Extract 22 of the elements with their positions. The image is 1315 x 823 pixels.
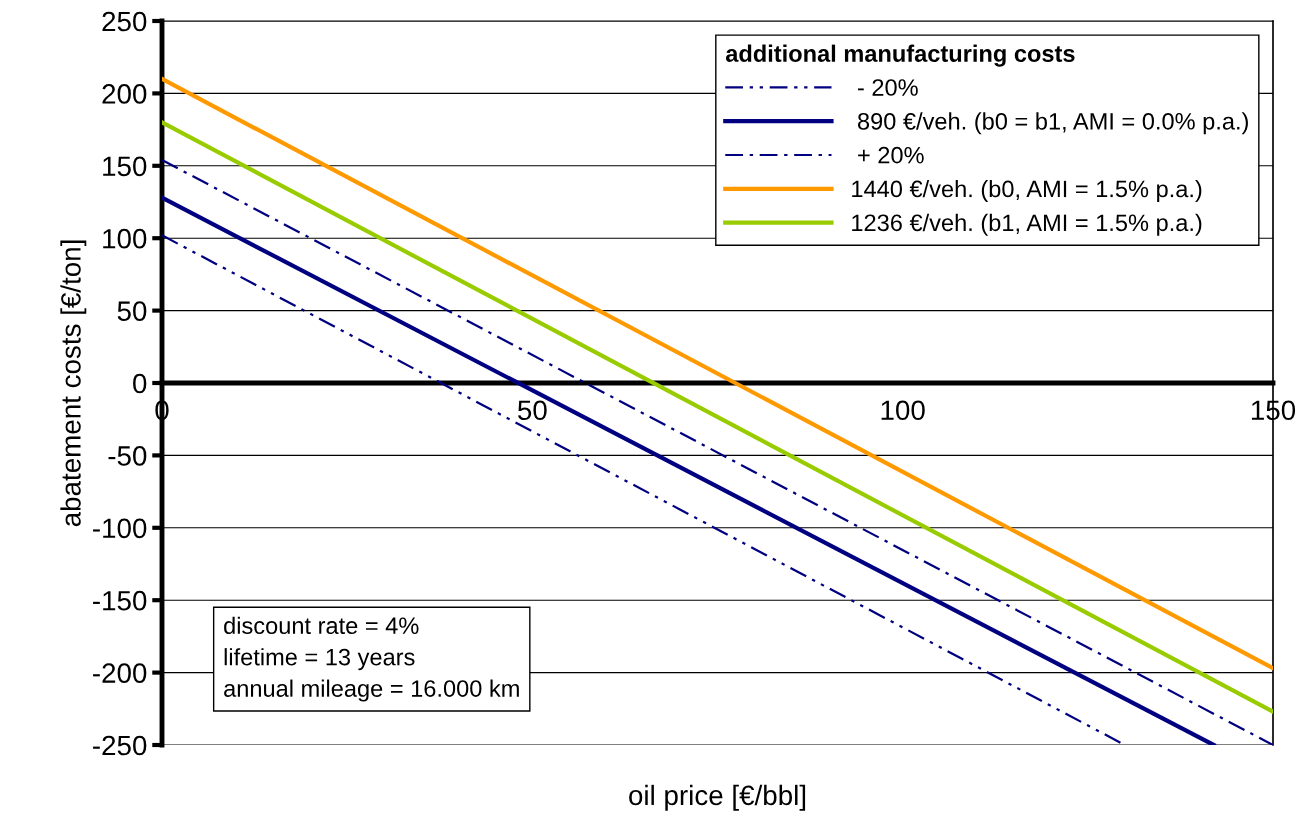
- y-tick-label: 200: [102, 84, 147, 104]
- y-tick-label: 100: [103, 228, 147, 249]
- y-tick-label: -200: [93, 663, 147, 683]
- y-tick-label: 150: [103, 156, 147, 177]
- y-tick-label: -250: [93, 735, 147, 756]
- x-tick-label: 100: [881, 400, 925, 421]
- legend-label: + 20%: [858, 146, 924, 164]
- legend-label: 890 €/veh. (b0 = b1, AMI = 0.0% p.a.): [857, 112, 1248, 135]
- y-axis-title: abatement costs [€/ton]: [60, 240, 87, 527]
- legend-label: 1236 €/veh. (b1, AMI = 1.5% p.a.): [852, 213, 1202, 236]
- x-tick-label: 50: [518, 400, 547, 421]
- y-tick-label: 50: [117, 301, 147, 321]
- legend-label: 1440 €/veh. (b0, AMI = 1.5% p.a.): [852, 179, 1202, 202]
- annotation: discount rate = 4% lifetime = 13 years annual mileage = 16.000 km: [224, 616, 519, 702]
- y-tick-label: -150: [93, 590, 147, 611]
- y-tick-label: -50: [108, 446, 147, 466]
- y-tick-label: 0: [133, 373, 147, 394]
- y-tick-label: 250: [102, 11, 147, 32]
- legend-title: additional manufacturing costs: [725, 44, 1075, 67]
- legend-label: - 20%: [858, 79, 918, 96]
- x-axis-title: oil price [€/bbl]: [629, 784, 806, 811]
- y-tick-label: -100: [93, 518, 147, 539]
